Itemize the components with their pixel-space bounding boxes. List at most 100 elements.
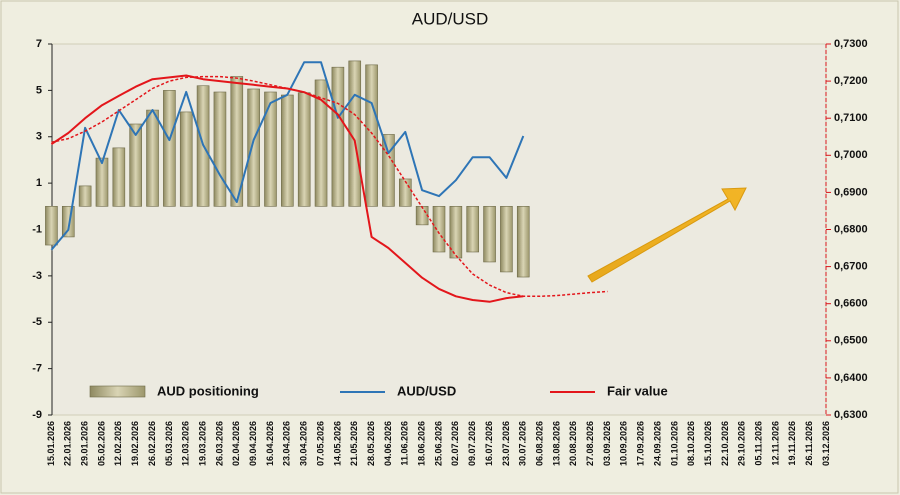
y2-tick-label: 0,6400 bbox=[834, 372, 868, 384]
x-tick-label: 03.09.2026 bbox=[602, 421, 612, 466]
x-tick-label: 02.07.2026 bbox=[450, 421, 460, 466]
legend-label: AUD positioning bbox=[157, 383, 259, 398]
bar bbox=[112, 147, 126, 207]
bar bbox=[415, 206, 429, 226]
x-tick-label: 22.01.2026 bbox=[63, 421, 73, 466]
x-tick-label: 12.11.2026 bbox=[770, 421, 780, 466]
bar bbox=[61, 206, 75, 238]
bar bbox=[297, 92, 311, 207]
bar bbox=[179, 111, 193, 207]
x-tick-label: 29.10.2026 bbox=[737, 421, 747, 466]
x-tick-label: 15.01.2026 bbox=[46, 421, 56, 466]
bar bbox=[281, 94, 294, 207]
line bbox=[50, 74, 524, 303]
x-tick-label: 13.08.2026 bbox=[551, 421, 561, 466]
x-tick-label: 08.10.2026 bbox=[686, 421, 696, 466]
y-tick-label: 7 bbox=[36, 38, 42, 50]
trend-arrow bbox=[587, 187, 747, 283]
y2-tick-label: 0,7000 bbox=[834, 149, 868, 161]
x-tick-label: 04.06.2026 bbox=[383, 421, 393, 466]
x-tick-label: 28.05.2026 bbox=[366, 421, 376, 466]
y-tick-label: -9 bbox=[32, 409, 42, 421]
legend-label: AUD/USD bbox=[397, 383, 456, 398]
bar bbox=[78, 185, 92, 207]
bar bbox=[432, 206, 446, 253]
y2-tick-label: 0,6300 bbox=[834, 409, 868, 421]
bar bbox=[466, 206, 480, 253]
x-tick-label: 07.05.2026 bbox=[315, 421, 325, 466]
x-tick-label: 05.02.2026 bbox=[96, 421, 106, 466]
x-tick-label: 21.05.2026 bbox=[349, 421, 359, 466]
y-tick-label: -5 bbox=[32, 316, 42, 328]
y2-tick-label: 0,6900 bbox=[834, 186, 868, 198]
bar bbox=[45, 206, 58, 246]
y-tick-label: 3 bbox=[36, 131, 42, 143]
x-tick-label: 06.08.2026 bbox=[534, 421, 544, 466]
x-tick-label: 12.02.2026 bbox=[113, 421, 123, 466]
x-tick-label: 09.07.2026 bbox=[467, 421, 477, 466]
legend-label: Fair value bbox=[607, 383, 668, 398]
x-tick-label: 25.06.2026 bbox=[433, 421, 443, 466]
bar bbox=[146, 109, 159, 207]
x-tick-label: 24.09.2026 bbox=[652, 421, 662, 466]
dashed-line bbox=[51, 75, 608, 298]
bar bbox=[516, 206, 530, 278]
y-tick-label: -3 bbox=[32, 270, 42, 282]
x-tick-label: 29.01.2026 bbox=[80, 421, 90, 466]
y2-tick-label: 0,7300 bbox=[834, 38, 868, 50]
y2-tick-label: 0,7100 bbox=[834, 112, 868, 124]
bar bbox=[314, 79, 328, 207]
x-tick-label: 23.04.2026 bbox=[282, 421, 292, 466]
x-tick-label: 17.09.2026 bbox=[636, 421, 646, 466]
y2-tick-label: 0,6500 bbox=[834, 335, 868, 347]
x-tick-label: 26.03.2026 bbox=[214, 421, 224, 466]
bar bbox=[500, 206, 513, 273]
line bbox=[50, 61, 525, 251]
bar bbox=[129, 123, 142, 207]
x-tick-label: 01.10.2026 bbox=[669, 421, 679, 466]
x-tick-label: 11.06.2026 bbox=[400, 421, 410, 466]
x-tick-label: 19.03.2026 bbox=[197, 421, 207, 466]
x-tick-label: 30.04.2026 bbox=[299, 421, 309, 466]
bar bbox=[331, 66, 345, 207]
y2-tick-label: 0,6600 bbox=[834, 298, 868, 310]
bar bbox=[163, 90, 176, 207]
x-tick-label: 05.03.2026 bbox=[164, 421, 174, 466]
x-tick-label: 09.04.2026 bbox=[248, 421, 258, 466]
x-tick-label: 16.07.2026 bbox=[484, 421, 494, 466]
x-tick-label: 02.04.2026 bbox=[231, 421, 241, 466]
x-tick-label: 26.02.2026 bbox=[147, 421, 157, 466]
y2-tick-label: 0,6700 bbox=[834, 261, 868, 273]
chart-title: AUD/USD bbox=[412, 9, 489, 28]
y2-tick-label: 0,6800 bbox=[834, 223, 868, 235]
x-tick-label: 14.05.2026 bbox=[332, 421, 342, 466]
y-tick-label: -1 bbox=[32, 223, 42, 235]
x-tick-label: 27.08.2026 bbox=[585, 421, 595, 466]
bar bbox=[449, 206, 463, 259]
x-tick-label: 19.02.2026 bbox=[130, 421, 140, 466]
x-tick-label: 16.04.2026 bbox=[265, 421, 275, 466]
y-tick-label: 1 bbox=[36, 177, 42, 189]
bar bbox=[382, 134, 395, 207]
bar bbox=[213, 91, 227, 207]
bar bbox=[230, 76, 244, 207]
x-tick-label: 10.09.2026 bbox=[619, 421, 629, 466]
legend-swatch bbox=[89, 385, 146, 398]
x-tick-label: 26.11.2026 bbox=[804, 421, 814, 466]
y-tick-label: 5 bbox=[36, 84, 42, 96]
bar bbox=[264, 91, 277, 207]
y-tick-label: -7 bbox=[32, 363, 42, 375]
bar bbox=[247, 88, 260, 207]
x-tick-label: 03.12.2026 bbox=[821, 421, 831, 466]
bar bbox=[365, 64, 378, 207]
x-tick-label: 18.06.2026 bbox=[417, 421, 427, 466]
x-tick-label: 23.07.2026 bbox=[501, 421, 511, 466]
bar bbox=[95, 157, 109, 207]
x-tick-label: 20.08.2026 bbox=[568, 421, 578, 466]
x-tick-label: 05.11.2026 bbox=[754, 421, 764, 466]
x-tick-label: 19.11.2026 bbox=[787, 421, 797, 466]
x-tick-label: 12.03.2026 bbox=[181, 421, 191, 466]
x-tick-label: 15.10.2026 bbox=[703, 421, 713, 466]
x-tick-label: 22.10.2026 bbox=[720, 421, 730, 466]
